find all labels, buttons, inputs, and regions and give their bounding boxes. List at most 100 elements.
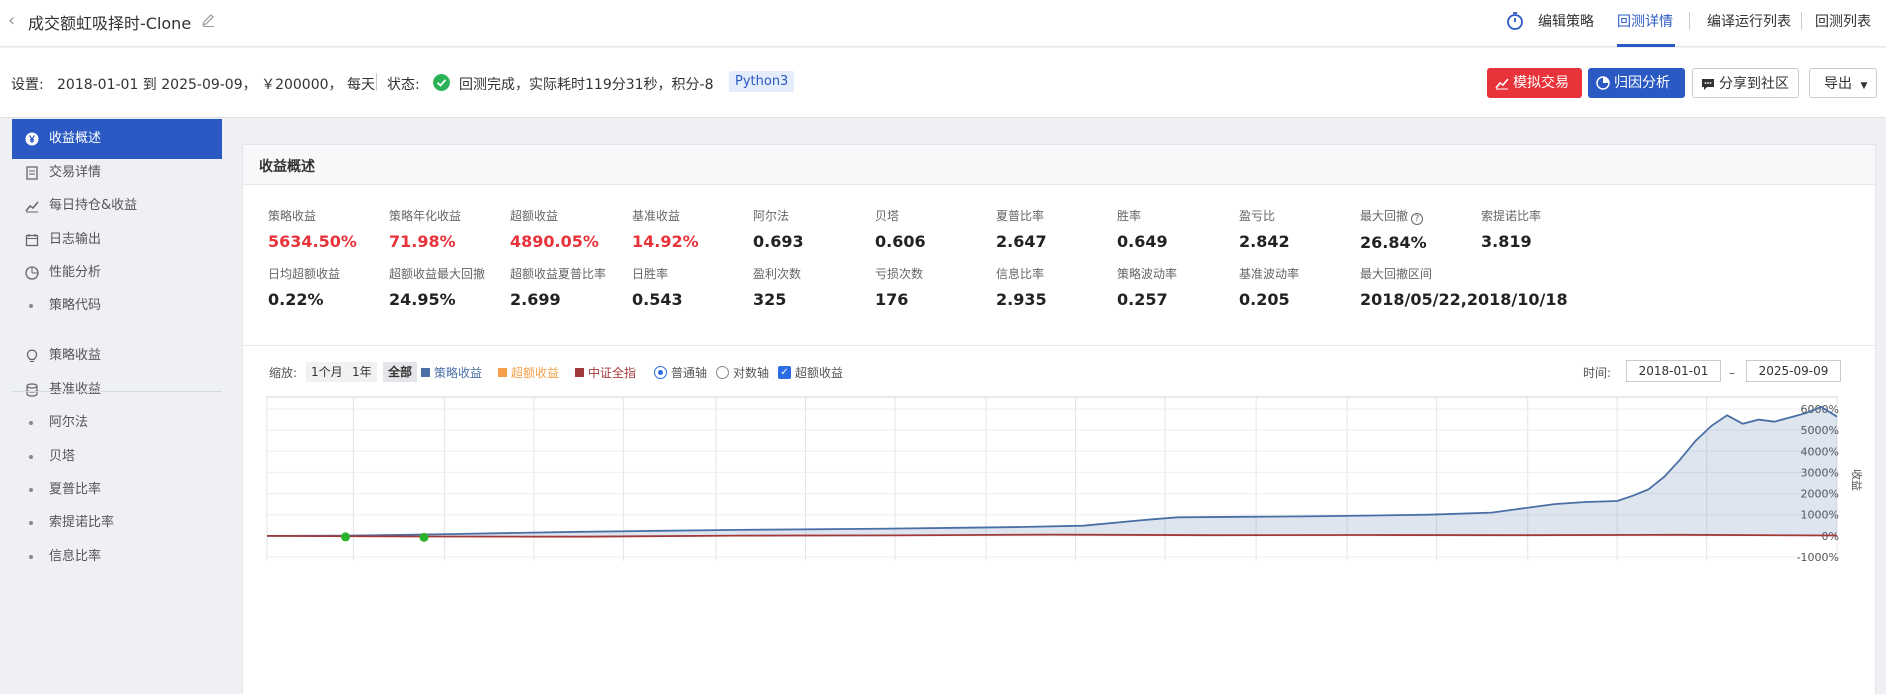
y-tick-label: 1000% [1801,509,1839,522]
sidebar-item[interactable]: 策略收益 [12,336,222,376]
zoom-1-month-button[interactable]: 1个月 [306,362,348,382]
stat-item: 策略年化收益 71.98% [389,207,529,251]
stat-value: 0.257 [1117,290,1168,309]
attribution-button[interactable]: 归因分析 [1588,68,1685,98]
sidebar-item[interactable]: 阿尔法 [12,403,222,443]
sidebar-item-label: 贝塔 [49,449,76,464]
pie-chart-icon [1596,76,1610,90]
stat-label: 日均超额收益 [268,267,341,281]
sidebar-item[interactable]: 每日持仓&收益 [12,186,222,226]
sidebar-item[interactable]: 日志输出 [12,220,222,260]
legend-index-label: 中证全指 [588,366,637,380]
date-from-input[interactable]: 2018-01-01 [1626,360,1721,382]
stat-item: 索提诺比率 3.819 [1481,207,1621,251]
date-to-input[interactable]: 2025-09-09 [1746,360,1841,382]
stat-item: 最大回撤? 26.84% [1360,207,1500,252]
sidebar-item-label: 基准收益 [49,382,102,397]
y-tick-label: 3000% [1801,466,1839,479]
stat-value: 71.98% [389,232,456,251]
sim-trade-button[interactable]: 模拟交易 [1487,68,1582,98]
y-axis-label: 收益 [1850,469,1864,491]
sidebar-item-label: 夏普比率 [49,482,102,497]
stat-item: 基准波动率 0.205 [1239,265,1379,309]
nav-backtest-detail[interactable]: 回测详情 [1617,14,1673,30]
share-button[interactable]: 分享到社区 [1692,68,1799,98]
excess-checkbox-label: 超额收益 [795,366,844,380]
export-label: 导出 [1824,76,1852,92]
stat-label: 阿尔法 [753,209,790,223]
log-axis-label: 对数轴 [733,366,770,380]
list-icon [26,166,38,180]
stat-value: 325 [753,290,787,309]
calendar-icon [25,234,39,247]
sidebar-item[interactable]: 交易详情 [12,153,222,193]
status-label: 状态: [387,77,420,93]
stat-label: 日胜率 [632,267,669,281]
divider [376,73,377,91]
stat-value: 0.22% [268,290,324,309]
stat-value: 2.699 [510,290,561,309]
nav-compile-runs[interactable]: 编译运行列表 [1707,14,1791,30]
y-tick-label: -1000% [1797,551,1839,561]
share-label: 分享到社区 [1719,76,1789,92]
excess-checkbox[interactable]: ✓ [778,366,791,379]
sidebar-item[interactable]: 索提诺比率 [12,503,222,543]
stat-item: 夏普比率 2.647 [996,207,1136,251]
edit-icon[interactable] [200,12,216,28]
sidebar-item[interactable]: 信息比率 [12,537,222,577]
stat-item: 亏损次数 176 [875,265,1015,309]
stat-label: 超额收益 [510,209,559,223]
comment-icon [1702,79,1714,90]
nav-divider [1801,12,1802,30]
panel-header: 收益概述 [243,145,1875,185]
stat-label: 胜率 [1117,209,1142,223]
legend-index[interactable]: 中证全指 [575,363,636,383]
stat-value: 14.92% [632,232,699,251]
stat-item: 最大回撤区间 2018/05/22,2018/10/18 [1360,265,1580,309]
divider [243,345,1875,346]
legend-excess-label: 超额收益 [511,366,560,380]
y-tick-label: 2000% [1801,488,1839,501]
sidebar-item[interactable]: 基准收益 [12,370,222,410]
log-axis-radio[interactable] [716,366,729,379]
sidebar-item[interactable]: 策略代码 [12,286,222,326]
sidebar-item[interactable]: 性能分析 [12,253,222,293]
sidebar-item[interactable]: 收益概述 [12,119,222,159]
chart-frame [266,396,1838,561]
python-tag: Python3 [729,71,795,92]
zoom-1-year-button[interactable]: 1年 [347,362,377,382]
legend-swatch [421,368,430,377]
export-dropdown[interactable]: 导出 ▼ [1809,68,1877,98]
sidebar-item[interactable]: 夏普比率 [12,470,222,510]
time-label: 时间: [1583,366,1612,380]
normal-axis-radio[interactable] [654,366,667,379]
main-panel: 收益概述 策略收益 5634.50% 策略年化收益 71.98% 超额收益 4890.05… [242,144,1876,694]
sidebar-item-label: 收益概述 [49,131,102,146]
stat-value: 0.205 [1239,290,1290,309]
legend-strategy[interactable]: 策略收益 [421,363,482,383]
nav-edit-strategy[interactable]: 编辑策略 [1538,14,1594,30]
stat-label: 贝塔 [875,209,900,223]
help-icon[interactable]: ? [1411,213,1424,225]
pie-icon [25,266,39,280]
sidebar-item-label: 性能分析 [49,265,102,280]
sidebar-item[interactable]: 贝塔 [12,437,222,477]
settings-label: 设置: [11,77,44,93]
caret-down-icon: ▼ [1860,81,1868,91]
stat-label: 亏损次数 [875,267,924,281]
stat-label: 夏普比率 [996,209,1045,223]
nav-backtest-list[interactable]: 回测列表 [1815,14,1871,30]
bullet-dot [29,521,33,525]
sidebar: 收益概述交易详情 每日持仓&收益 日志输出性能分析策略代码策略收益基准收益阿尔法贝塔… [0,119,230,694]
stat-value: 2.647 [996,232,1047,251]
bullet-dot [29,421,33,425]
settings-range: 2018-01-01 到 2025-09-09， ￥200000， 每天 [57,77,375,93]
normal-axis-label: 普通轴 [671,366,708,380]
stat-item: 超额收益 4890.05% [510,207,650,251]
zoom-all-button[interactable]: 全部 [383,362,418,382]
stat-item: 超额收益最大回撤 24.95% [389,265,529,309]
stat-label: 最大回撤? [1360,207,1500,225]
stat-value: 0.543 [632,290,683,309]
back-arrow-icon[interactable]: ‹ [8,10,16,31]
legend-excess[interactable]: 超额收益 [498,363,559,383]
